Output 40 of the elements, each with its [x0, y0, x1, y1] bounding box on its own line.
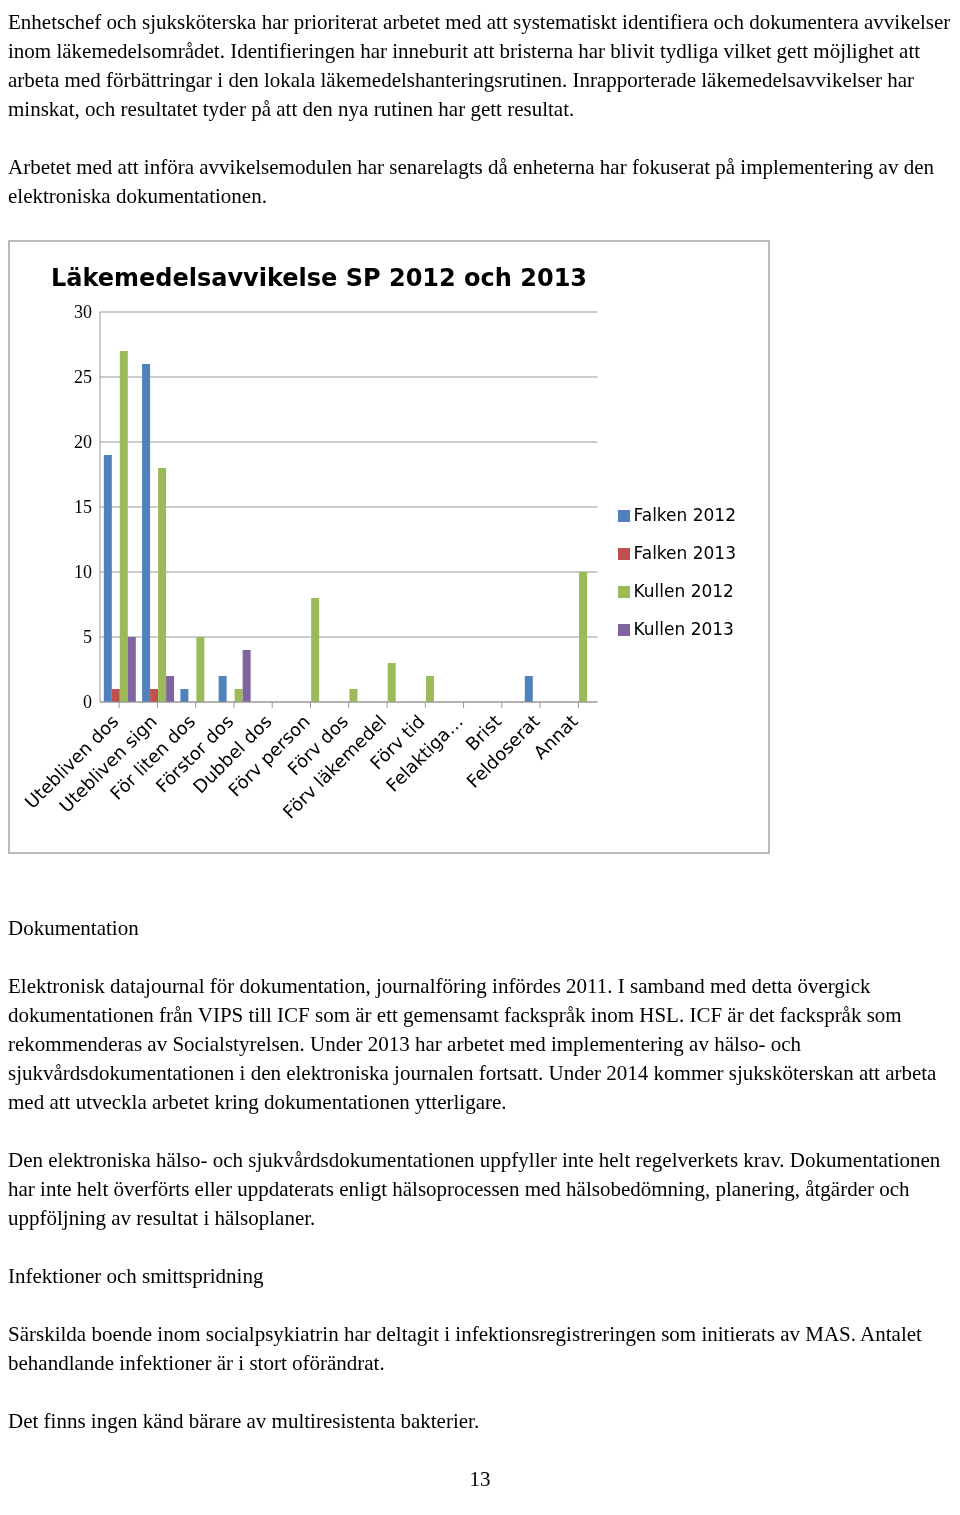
bar: [150, 689, 159, 702]
chart-title: Läkemedelsavvikelse SP 2012 och 2013: [49, 263, 589, 292]
bar: [218, 676, 227, 702]
bar: [103, 455, 112, 702]
bar: [142, 364, 151, 702]
bar: [111, 689, 120, 702]
bar: [234, 689, 243, 702]
y-tick-label: 30: [74, 302, 92, 323]
text: Det finns ingen känd bärare av multiresistenta bakterier.: [8, 1408, 481, 1435]
bar: [196, 637, 205, 702]
text: Elektronisk datajournal för dokumentation, journalföring infördes 2011. I samband med detta övergick dokumentationen från VIPS till ICF som är ett gemensamt fackspråk inom HSL. ICF är det fackspråk som rekommenderas av Socialstyrelsen. Under 2013 har arbetet med implementering av hälso- och sjukvårdsdokumentationen i den elektroniska journalen fortsatt. Under 2014 kommer sjuksköterskan att arbeta med att utveckla arbetet kring dokumentationen ytterligare.: [8, 973, 938, 1116]
bar: [158, 468, 167, 702]
y-tick-label: 20: [74, 432, 92, 453]
legend-label: Kullen 2013: [633, 619, 734, 639]
bar: [166, 676, 175, 702]
bar: [127, 637, 136, 702]
text: Dokumentation: [8, 915, 140, 942]
text: Arbetet med att införa avvikelsemodulen har senarelagts då enheterna har fokuserat på implementering av den elektroniska dokumentationen.: [8, 154, 935, 210]
bar: [387, 663, 396, 702]
text: Den elektroniska hälso- och sjukvårdsdokumentationen uppfyller inte helt regelverkets krav. Dokumentationen har inte helt överförts eller uppdaterats enligt hälsoprocessen med hälsobedömning, planering, åtgärder och uppföljning av resultat i hälsoplaner.: [8, 1147, 942, 1232]
bar: [242, 650, 251, 702]
bar: [524, 676, 533, 702]
text: Enhetschef och sjuksköterska har prioriterat arbetet med att systematiskt identifiera och dokumentera avvikelser inom läkemedelsområdet. Identifieringen har inneburit att bristerna har blivit tydliga vilket gett möjlighet att arbeta med förbättringar i den lokala läkemedelshanteringsrutinen. Inrapporterade läkemedelsavvikelser har minskat, och resultatet tyder på att den nya rutinen har gett resultat.: [8, 9, 952, 123]
y-tick-label: 0: [83, 692, 92, 713]
legend-label: Kullen 2012: [633, 581, 734, 601]
bar: [425, 676, 434, 702]
bar: [180, 689, 189, 702]
y-tick-label: 5: [83, 627, 92, 648]
y-tick-label: 10: [74, 562, 92, 583]
legend-label: Falken 2013: [633, 543, 736, 563]
bar: [311, 598, 320, 702]
bar: [119, 351, 128, 702]
text: Särskilda boende inom socialpsykiatrin har deltagit i infektionsregistreringen som initierats av MAS. Antalet behandlande infektioner är i stort oförändrat.: [8, 1321, 923, 1377]
y-tick-label: 25: [74, 367, 92, 388]
legend-label: Falken 2012: [633, 505, 736, 525]
y-tick-label: 15: [74, 497, 92, 518]
text: 13: [468, 1466, 492, 1493]
bar: [349, 689, 358, 702]
bar: [579, 572, 588, 702]
text: Infektioner och smittspridning: [8, 1263, 265, 1290]
